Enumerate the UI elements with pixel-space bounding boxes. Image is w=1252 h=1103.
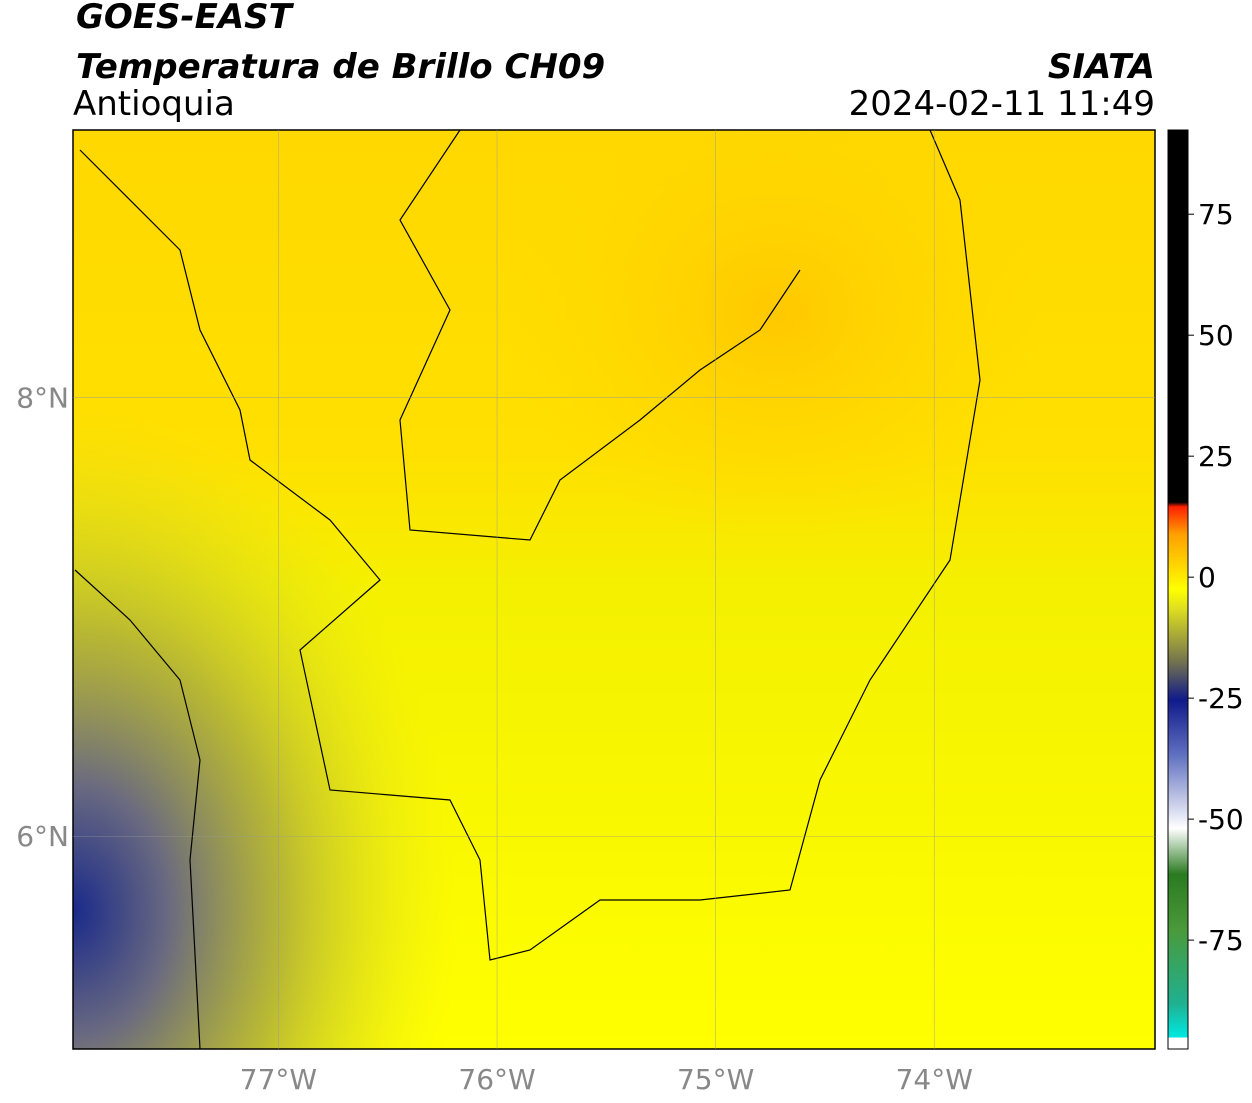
colorbar-tick-label: -25	[1198, 682, 1244, 715]
y-tick-label: 6°N	[16, 820, 69, 853]
source: SIATA	[1048, 47, 1155, 87]
colorbar-tick-label: 0	[1198, 561, 1216, 594]
colorbar-tick-label: 75	[1198, 198, 1234, 231]
x-tick-label: 75°W	[677, 1063, 754, 1096]
colorbar	[1167, 129, 1189, 1050]
colorbar-tick-label: 50	[1198, 319, 1234, 352]
colorbar-tick-label: -75	[1198, 924, 1244, 957]
x-tick-label: 77°W	[240, 1063, 317, 1096]
coastline	[74, 569, 201, 1049]
region: Antioquia	[73, 84, 235, 124]
subtitle: Temperatura de Brillo CH09	[76, 47, 605, 87]
map-frame	[72, 129, 1156, 1050]
title: GOES-EAST	[76, 0, 295, 37]
datetime: 2024-02-11 11:49	[849, 84, 1155, 124]
colorbar-tick-label: -50	[1198, 803, 1244, 836]
boundary	[79, 130, 981, 961]
map-image	[73, 130, 1155, 1049]
cold-clouds	[73, 130, 773, 1049]
x-tick-label: 74°W	[896, 1063, 973, 1096]
colorbar-tick-label: 25	[1198, 440, 1234, 473]
x-tick-label: 76°W	[458, 1063, 535, 1096]
boundary	[399, 130, 801, 541]
y-tick-label: 8°N	[16, 382, 69, 415]
